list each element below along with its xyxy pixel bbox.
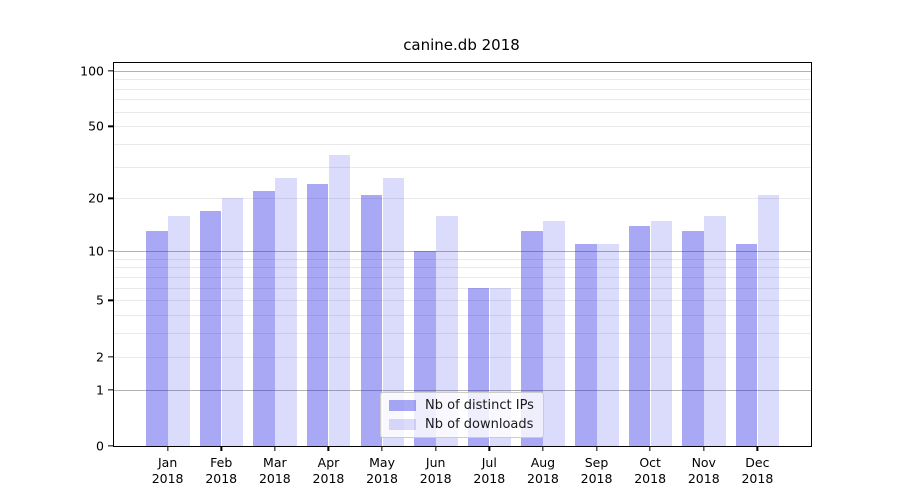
gridline-minor xyxy=(114,315,811,317)
bar-distinct-ips xyxy=(735,243,758,446)
x-tick-label: May 2018 xyxy=(366,455,398,486)
x-tick-label: Nov 2018 xyxy=(687,455,720,486)
bar-downloads xyxy=(275,177,297,446)
gridline-minor xyxy=(114,79,811,81)
gridline-minor xyxy=(114,300,811,302)
y-tick-mark xyxy=(107,125,113,127)
plot-area: Nb of distinct IPs Nb of downloads 0 1 2 5 10… xyxy=(80,62,812,486)
x-tick-label: Feb 2018 xyxy=(205,455,238,486)
legend-label: Nb of downloads xyxy=(425,417,534,432)
chart-title: canine.db 2018 xyxy=(403,36,520,54)
y-tick-label: 0 xyxy=(96,438,104,454)
gridline-major xyxy=(114,250,811,252)
bar-downloads xyxy=(543,220,565,446)
bar-distinct-ips xyxy=(682,231,704,446)
x-tick-mark xyxy=(435,446,437,451)
y-tick-label: 50 xyxy=(88,118,104,134)
x-tick-mark xyxy=(542,446,544,451)
y-tick-mark xyxy=(107,388,113,391)
x-tick-label: Sep 2018 xyxy=(580,455,613,486)
x-tick-mark xyxy=(595,446,598,451)
y-tick-mark xyxy=(107,445,113,447)
gridline-minor xyxy=(114,267,811,269)
gridline-minor xyxy=(114,126,811,128)
y-tick-mark xyxy=(107,355,113,358)
gridline-major xyxy=(114,70,811,72)
legend-item: Nb of downloads xyxy=(389,417,534,432)
gridline-minor xyxy=(114,258,811,260)
bar-downloads xyxy=(704,215,726,446)
bar-downloads xyxy=(168,215,190,446)
gridline-minor xyxy=(114,276,811,278)
x-tick-mark xyxy=(488,446,490,451)
bar-downloads xyxy=(597,243,619,446)
gridline-minor xyxy=(114,111,811,113)
x-tick-label: Dec 2018 xyxy=(741,455,774,486)
x-tick-label: Aug 2018 xyxy=(527,455,559,486)
bar-downloads xyxy=(328,154,351,446)
x-tick-label: Jul 2018 xyxy=(473,455,506,486)
gridline-minor xyxy=(114,287,811,289)
x-tick-label: Oct 2018 xyxy=(634,455,667,486)
x-tick-mark xyxy=(274,446,276,451)
bar-downloads xyxy=(221,198,244,446)
gridline-minor xyxy=(114,333,811,335)
x-tick-mark xyxy=(703,446,705,451)
gridline-major xyxy=(114,389,811,391)
y-tick-mark xyxy=(107,299,113,301)
bar-distinct-ips xyxy=(146,231,168,446)
bar-distinct-ips xyxy=(575,243,597,446)
gridline-minor xyxy=(114,99,811,101)
x-tick-mark xyxy=(220,446,222,451)
y-tick-label: 10 xyxy=(88,243,104,259)
x-tick-label: Jun 2018 xyxy=(419,455,452,486)
gridline-minor xyxy=(114,166,811,168)
legend-label: Nb of distinct IPs xyxy=(425,398,534,413)
y-tick-mark xyxy=(107,70,113,72)
gridline-minor xyxy=(114,143,811,145)
x-tick-label: Mar 2018 xyxy=(258,455,291,486)
bar-distinct-ips xyxy=(253,191,275,446)
bar-distinct-ips xyxy=(628,225,651,446)
y-tick-label: 5 xyxy=(96,292,104,308)
x-tick-label: Apr 2018 xyxy=(312,455,345,486)
y-tick-label: 20 xyxy=(88,190,104,206)
bar-downloads xyxy=(382,177,405,446)
x-tick-mark xyxy=(649,446,651,451)
y-tick-mark xyxy=(107,250,113,252)
bar-distinct-ips xyxy=(360,194,383,446)
legend-swatch xyxy=(389,419,416,430)
x-tick-mark xyxy=(327,446,330,451)
legend-swatch xyxy=(389,400,416,411)
bar-downloads xyxy=(436,215,458,446)
legend: Nb of distinct IPs Nb of downloads xyxy=(380,392,544,438)
y-tick-label: 1 xyxy=(96,382,104,398)
y-tick-label: 2 xyxy=(96,349,104,365)
gridline-minor xyxy=(114,88,811,90)
bar-downloads xyxy=(650,220,673,446)
legend-item: Nb of distinct IPs xyxy=(389,398,534,413)
y-tick-label: 100 xyxy=(80,63,104,79)
bar-distinct-ips xyxy=(306,184,329,446)
y-tick-mark xyxy=(107,197,113,200)
bar-distinct-ips xyxy=(199,210,222,446)
bar-downloads xyxy=(757,194,780,446)
gridline-minor xyxy=(114,198,811,200)
x-tick-mark xyxy=(381,446,383,451)
x-tick-mark xyxy=(166,446,169,451)
x-tick-label: Jan 2018 xyxy=(151,455,184,486)
gridline-minor xyxy=(114,356,811,358)
x-tick-mark xyxy=(756,446,759,451)
